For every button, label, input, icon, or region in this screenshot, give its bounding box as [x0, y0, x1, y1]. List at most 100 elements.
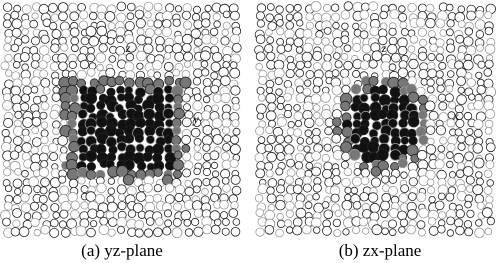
- particle: [202, 69, 209, 76]
- particle: [425, 101, 435, 111]
- particle: [137, 162, 145, 170]
- particle: [267, 187, 275, 195]
- particle: [212, 118, 222, 128]
- particle: [184, 161, 193, 170]
- particle: [296, 86, 303, 93]
- particle: [137, 63, 143, 69]
- particle: [95, 194, 104, 203]
- particle: [11, 86, 20, 95]
- particle: [435, 201, 444, 210]
- particle: [89, 12, 97, 20]
- particle: [203, 168, 210, 175]
- particle: [222, 228, 229, 235]
- particle: [455, 219, 463, 227]
- particle: [69, 141, 80, 152]
- particle: [71, 45, 78, 52]
- particle: [295, 201, 304, 210]
- particle: [484, 170, 492, 178]
- particle: [11, 44, 19, 52]
- particle: [3, 218, 11, 226]
- particle: [222, 29, 229, 36]
- particle: [426, 126, 435, 135]
- particle: [323, 169, 332, 178]
- particle: [371, 167, 381, 177]
- particle: [447, 217, 455, 225]
- particle: [22, 29, 29, 36]
- particle: [277, 20, 284, 27]
- particle: [306, 70, 314, 78]
- particle: [3, 3, 12, 12]
- particle: [211, 225, 220, 234]
- particle: [68, 76, 77, 85]
- particle: [368, 193, 378, 203]
- particle: [30, 20, 38, 28]
- particle: [464, 37, 474, 47]
- particle: [428, 218, 436, 226]
- particle: [51, 44, 60, 53]
- particle: [341, 36, 349, 44]
- particle: [294, 105, 301, 112]
- particle: [109, 56, 116, 63]
- particle: [108, 178, 115, 185]
- particle: [388, 220, 396, 228]
- particle: [276, 6, 284, 14]
- particle: [49, 192, 59, 202]
- particle: [360, 61, 369, 70]
- particle: [50, 153, 58, 161]
- particle: [400, 219, 408, 227]
- particle: [322, 154, 330, 162]
- particle: [457, 52, 465, 60]
- particle: [194, 209, 202, 217]
- particle: [53, 121, 61, 129]
- particle: [388, 186, 397, 195]
- particle: [275, 144, 284, 153]
- particle: [438, 145, 445, 152]
- particle: [146, 29, 155, 38]
- particle: [464, 221, 471, 228]
- particle: [53, 128, 60, 135]
- particle: [371, 178, 380, 187]
- particle: [184, 104, 191, 111]
- particle: [456, 226, 465, 235]
- particle: [194, 227, 203, 236]
- particle: [69, 179, 78, 188]
- particle: [287, 56, 294, 63]
- particle: [230, 62, 237, 69]
- particle: [154, 20, 162, 28]
- particle: [266, 126, 273, 133]
- particle: [3, 169, 10, 176]
- particle: [332, 118, 341, 127]
- particle: [277, 103, 283, 109]
- particle: [361, 177, 369, 185]
- particle: [265, 210, 275, 220]
- particle: [71, 201, 80, 210]
- particle: [221, 76, 231, 86]
- particle: [313, 13, 321, 21]
- particle: [389, 28, 396, 35]
- particle: [437, 47, 444, 54]
- particle: [70, 94, 78, 102]
- axis-label: z: [125, 41, 131, 55]
- particle: [173, 126, 181, 134]
- particle: [427, 179, 434, 186]
- particle: [438, 94, 446, 102]
- particle: [3, 161, 10, 168]
- particle: [220, 212, 227, 219]
- particle: [14, 120, 21, 127]
- particle: [312, 135, 320, 143]
- particle: [232, 120, 239, 127]
- particle: [426, 145, 436, 155]
- particle: [485, 127, 492, 134]
- particle: [117, 217, 127, 227]
- particle: [477, 44, 484, 51]
- particle: [223, 184, 231, 192]
- particle: [267, 152, 277, 162]
- particle: [230, 34, 239, 43]
- particle: [476, 178, 483, 185]
- panel-b: [255, 1, 496, 237]
- particle: [165, 184, 174, 193]
- particle: [39, 195, 47, 203]
- particle: [165, 76, 174, 85]
- particle: [361, 3, 369, 11]
- particle: [418, 52, 426, 60]
